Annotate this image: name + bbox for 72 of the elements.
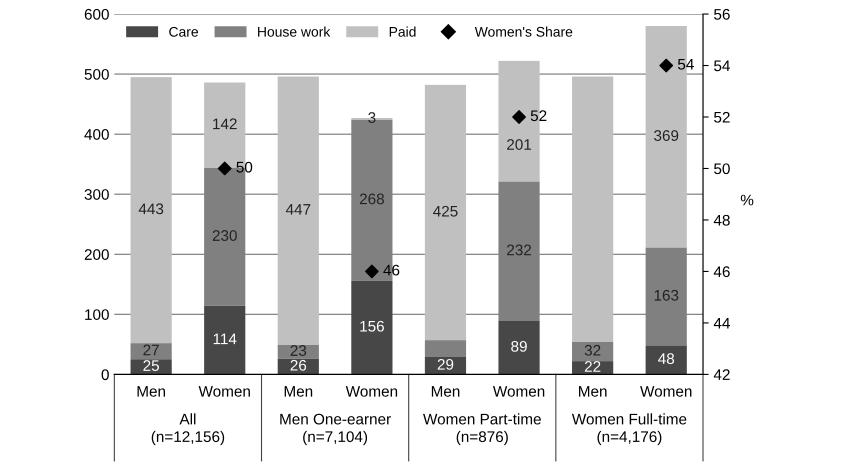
bar <box>278 76 319 345</box>
y2-tick-label: 46 <box>714 266 730 278</box>
data-label: 89 <box>511 340 527 352</box>
data-label: 369 <box>654 130 678 141</box>
point <box>512 110 526 124</box>
bar <box>278 344 319 359</box>
data-label: 142 <box>213 118 237 130</box>
y-tick-label: 300 <box>84 189 109 200</box>
y2-tick-label: 50 <box>714 163 730 174</box>
x-tick-label: Women <box>346 386 398 397</box>
x-tick-label: Men <box>284 386 312 397</box>
text: Men One-earner (n=7,104) <box>280 414 391 446</box>
y2-tick-label: 42 <box>714 369 730 380</box>
data-label: 201 <box>507 139 532 150</box>
x-tick-label: Women <box>198 386 250 397</box>
y-tick-label: 400 <box>84 129 109 140</box>
y2-tick-label: 54 <box>714 60 730 72</box>
x-tick-label: Women <box>640 386 692 397</box>
bar <box>204 306 246 374</box>
data-label: 156 <box>360 320 384 332</box>
bar <box>572 76 614 342</box>
y-tick-label: 200 <box>84 249 109 260</box>
data-label: 48 <box>658 353 674 364</box>
legend-label: House work <box>258 26 330 37</box>
y-tick-label: 100 <box>85 309 109 320</box>
bar <box>130 77 172 344</box>
x-tick-label: Women <box>492 386 544 397</box>
y2-tick-label: 44 <box>714 318 730 328</box>
data-label: 27 <box>143 344 159 356</box>
data-label: 25 <box>143 360 159 371</box>
data-label: 443 <box>138 203 164 214</box>
data-label: 52 <box>530 110 546 122</box>
y2-tick-label: 48 <box>714 214 730 226</box>
bar <box>424 84 466 340</box>
data-label: 29 <box>438 358 454 370</box>
y-tick-label: 0 <box>102 369 109 380</box>
data-label: 23 <box>290 345 306 356</box>
data-label: 268 <box>360 194 384 204</box>
bar <box>498 320 540 374</box>
point <box>364 264 379 278</box>
legend-label: Care <box>169 26 198 37</box>
bar <box>130 343 172 360</box>
y2-tick-label: 56 <box>714 8 730 20</box>
y-tick-label: 500 <box>84 68 109 80</box>
data-label: 425 <box>433 206 458 217</box>
text: Women Full-time (n=4,176) <box>572 413 686 446</box>
bar <box>646 346 687 374</box>
x-tick-label: Men <box>432 386 460 397</box>
legend-label: Women's Share <box>474 26 572 37</box>
y2-axis-title: % <box>740 194 754 206</box>
y2-tick-label: 52 <box>714 112 730 123</box>
data-label: 232 <box>507 244 532 256</box>
data-label: 50 <box>236 162 252 173</box>
bar <box>351 280 392 374</box>
data-label: 447 <box>286 204 310 215</box>
legend-label: Paid <box>390 26 416 37</box>
data-label: 26 <box>290 360 306 371</box>
text: Women Part-time (n=876) <box>423 413 541 446</box>
data-label: 32 <box>584 344 600 356</box>
data-label: 163 <box>654 290 678 301</box>
data-label: 230 <box>212 230 237 241</box>
bar <box>572 342 614 362</box>
x-tick-label: Men <box>138 386 166 397</box>
point <box>659 58 674 72</box>
y-tick-label: 600 <box>84 8 109 20</box>
bar <box>424 340 466 357</box>
text: All (n=12,156) <box>152 413 224 446</box>
point <box>218 162 232 176</box>
data-label: 114 <box>214 334 236 344</box>
data-label: 54 <box>678 58 694 70</box>
x-tick-label: Men <box>579 386 607 397</box>
data-label: 22 <box>584 361 600 372</box>
